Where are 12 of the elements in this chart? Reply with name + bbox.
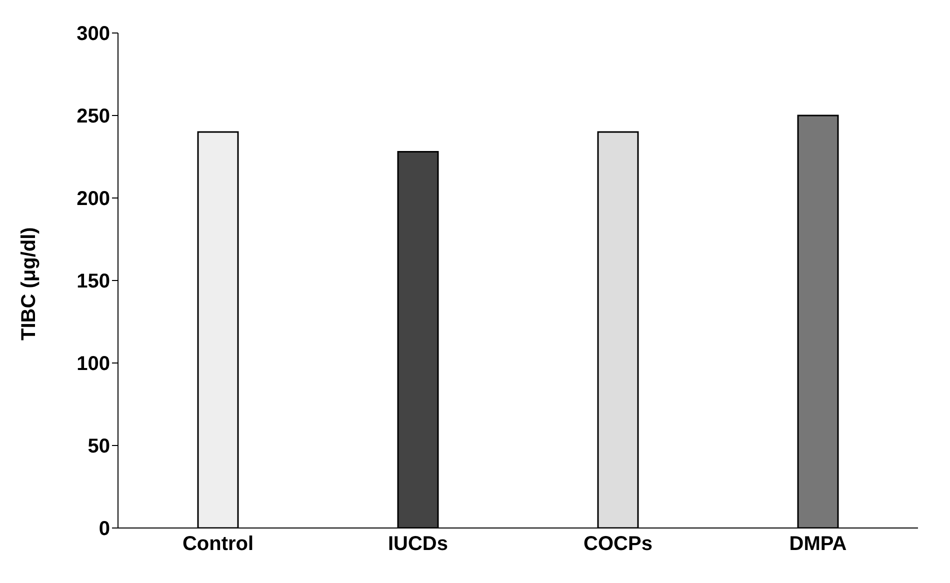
x-tick-label: Control [182, 533, 254, 556]
y-tick-label: 300 [76, 23, 110, 46]
y-tick-label: 250 [76, 106, 110, 128]
y-tick-label: 100 [76, 353, 110, 376]
y-tick-label: 200 [76, 188, 110, 210]
x-tick-label: COCPs [584, 533, 652, 556]
y-axis-title: TIBC (μg/dl) [18, 227, 40, 340]
y-tick-label: 50 [88, 436, 110, 458]
x-tick-label: IUCDs [388, 533, 448, 556]
x-tick-label: DMPA [789, 533, 847, 556]
y-tick-label: 0 [98, 518, 110, 540]
y-tick-label: 150 [76, 270, 110, 293]
